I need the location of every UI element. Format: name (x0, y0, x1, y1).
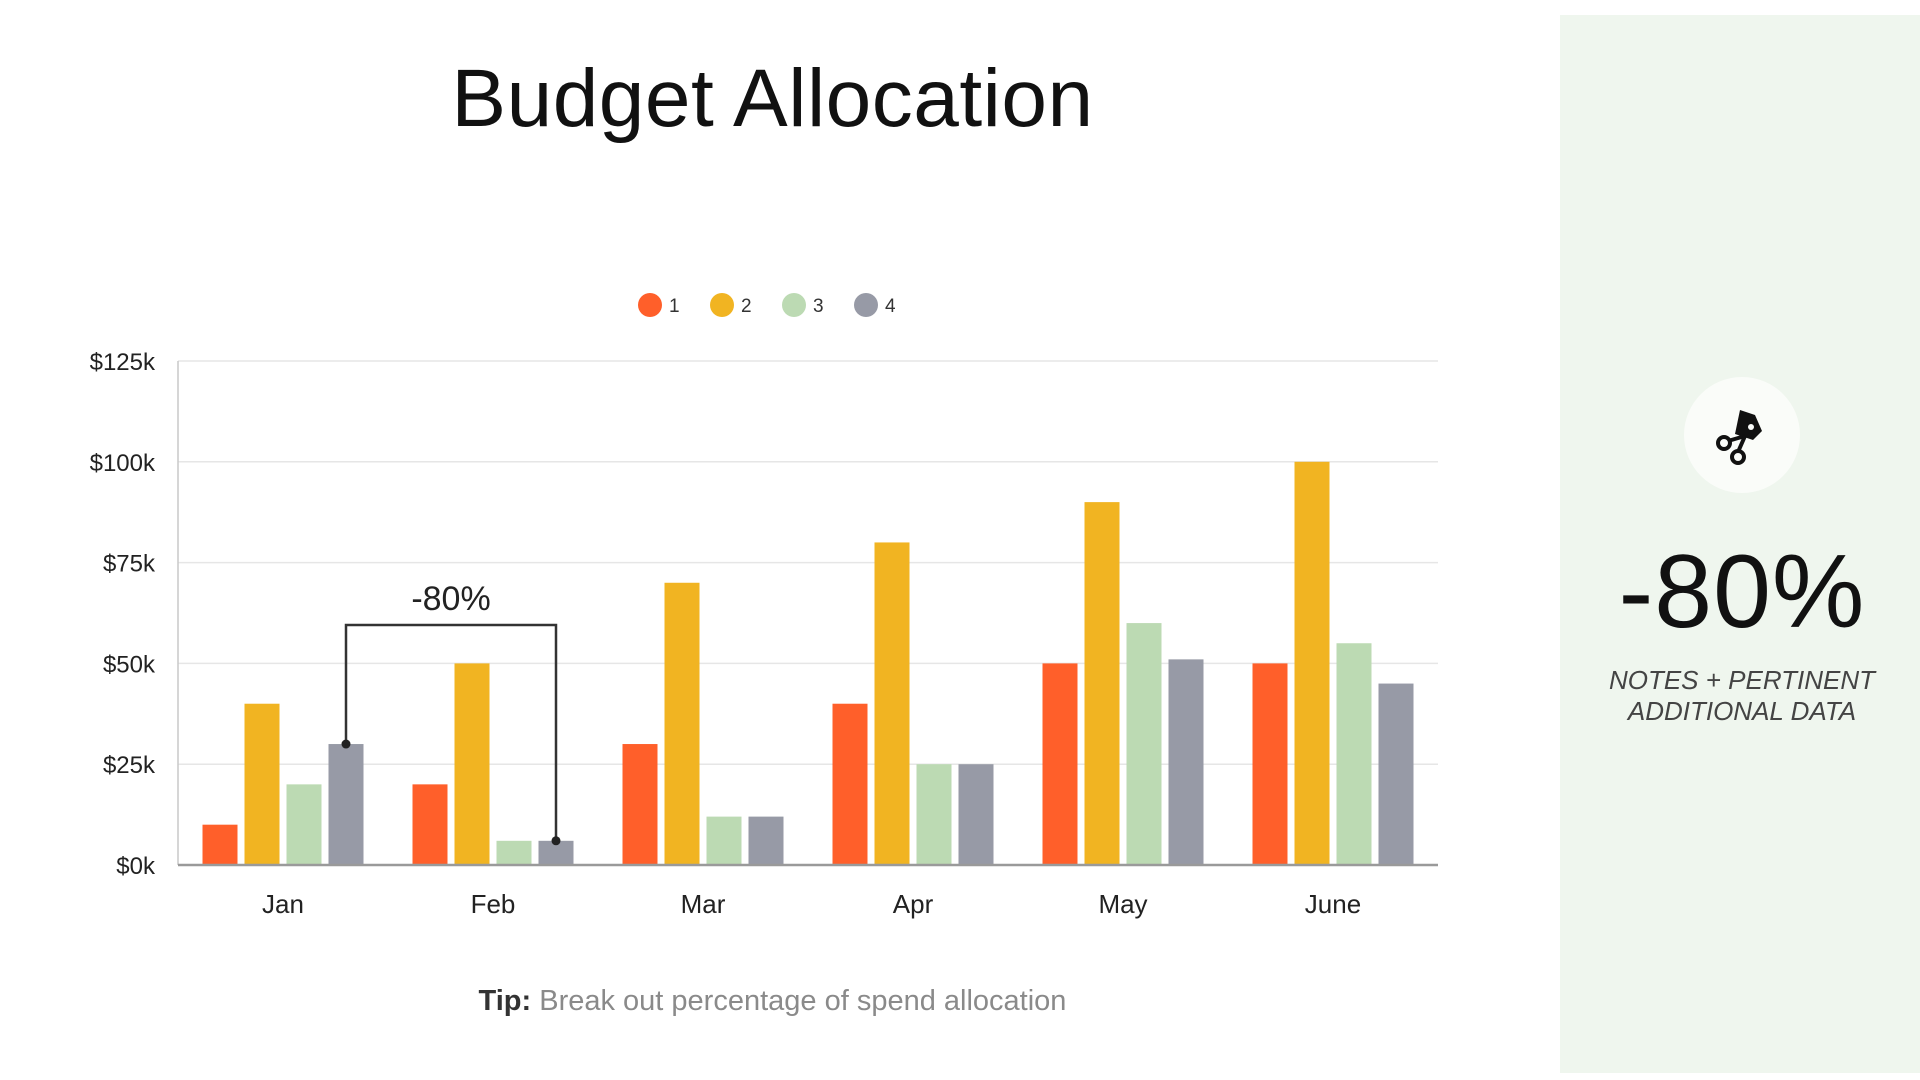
tip-text: Tip: Break out percentage of spend alloc… (0, 985, 1545, 1018)
legend-swatch (782, 293, 806, 317)
bar (832, 703, 868, 865)
bar (664, 582, 700, 865)
bar (328, 744, 364, 865)
legend-label: 3 (813, 296, 824, 317)
x-tick-label: June (1305, 889, 1361, 919)
bar (1252, 663, 1288, 865)
bar (1126, 623, 1162, 865)
annotation-label: -80% (411, 580, 490, 618)
scissors-tag-icon (1716, 410, 1762, 465)
bar (454, 663, 490, 865)
bar (1168, 659, 1204, 865)
legend-label: 4 (885, 296, 896, 317)
legend-label: 1 (669, 296, 680, 317)
y-tick-label: $125k (90, 349, 156, 376)
bar (244, 703, 280, 865)
bar (1378, 683, 1414, 865)
x-tick-label: Jan (262, 889, 304, 919)
bar (1294, 461, 1330, 865)
y-tick-label: $75k (103, 551, 156, 578)
y-tick-label: $50k (103, 651, 156, 678)
x-tick-label: Mar (681, 889, 726, 919)
bar (202, 824, 238, 865)
y-tick-label: $0k (116, 853, 156, 880)
legend-swatch (638, 293, 662, 317)
side-panel: -80% NOTES + PERTINENT ADDITIONAL DATA (1560, 15, 1920, 1073)
bar (412, 784, 448, 865)
annotation-bracket (344, 623, 558, 841)
x-tick-label: May (1098, 889, 1147, 919)
slide-title: Budget Allocation (451, 53, 1094, 144)
y-tick-label: $100k (90, 450, 156, 477)
budget-bar-chart: $0k $25k $50k $75k $100k $125k Jan Feb Mar Apr May… (90, 293, 1438, 919)
kpi-note-line-1: NOTES + PERTINENT (1608, 665, 1876, 695)
bar (958, 764, 994, 865)
bar (748, 816, 784, 865)
bar (1336, 643, 1372, 865)
legend-swatch (854, 293, 878, 317)
legend-label: 2 (741, 296, 752, 317)
bar (1084, 502, 1120, 865)
x-tick-label: Apr (893, 889, 934, 919)
legend-swatch (710, 293, 734, 317)
y-tick-label: $25k (103, 752, 156, 779)
bar (1042, 663, 1078, 865)
bar (496, 840, 532, 865)
bar (622, 744, 658, 865)
bar (916, 764, 952, 865)
kpi-note-line-2: ADDITIONAL DATA (1627, 696, 1857, 726)
tip-body: Break out percentage of spend allocation (531, 985, 1067, 1017)
bar (706, 816, 742, 865)
annotation-dot (341, 739, 351, 749)
kpi-value: -80% (1618, 534, 1866, 650)
icon-badge (1684, 377, 1800, 493)
tip-label: Tip: (478, 985, 532, 1017)
kpi-note: NOTES + PERTINENT ADDITIONAL DATA (1560, 665, 1920, 727)
annotation-dot (551, 836, 561, 846)
bar (874, 542, 910, 865)
bar (286, 784, 322, 865)
x-tick-label: Feb (471, 889, 516, 919)
